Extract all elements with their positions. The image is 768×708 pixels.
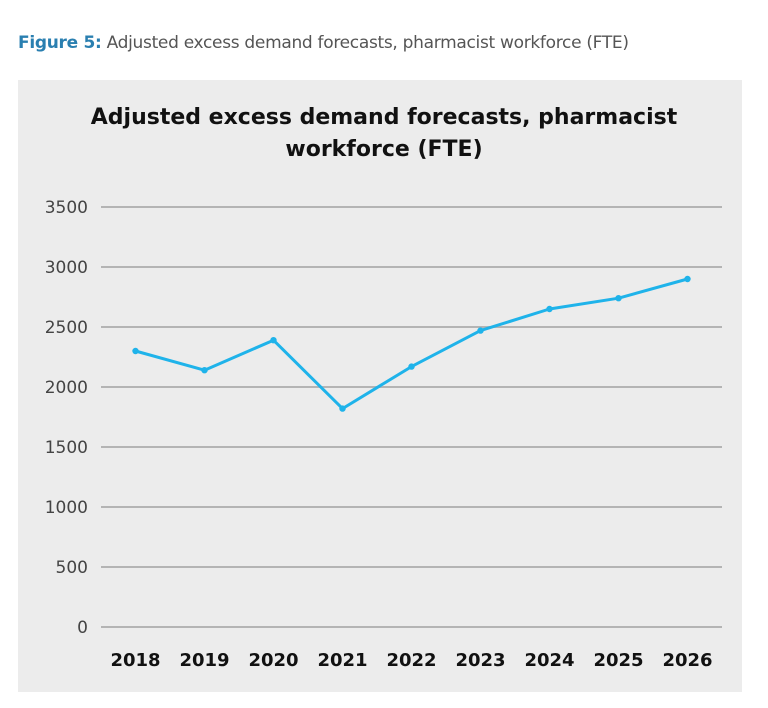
y-tick-label: 3000 (45, 258, 88, 278)
x-tick-label: 2025 (593, 650, 643, 671)
y-tick-label: 0 (77, 618, 88, 638)
x-tick-label: 2024 (524, 650, 574, 671)
y-tick-label: 3500 (45, 198, 88, 218)
chart-title: Adjusted excess demand forecasts, pharma… (0, 102, 768, 166)
x-tick-label: 2026 (662, 650, 712, 671)
data-point (477, 327, 484, 334)
y-tick-label: 1500 (45, 438, 88, 458)
x-tick-label: 2018 (110, 650, 160, 671)
x-tick-label: 2021 (317, 650, 367, 671)
y-tick-label: 2000 (45, 378, 88, 398)
data-point (339, 405, 346, 412)
chart-title-line-2: workforce (FTE) (285, 137, 483, 162)
y-tick-label: 500 (56, 558, 88, 578)
data-point (201, 367, 208, 374)
chart-title-line-1: Adjusted excess demand forecasts, pharma… (90, 105, 678, 130)
y-tick-label: 2500 (45, 318, 88, 338)
x-tick-label: 2023 (455, 650, 505, 671)
data-point (546, 305, 553, 313)
figure-label: Figure 5: (18, 33, 102, 53)
data-point (132, 347, 139, 355)
x-tick-label: 2019 (179, 650, 229, 671)
x-tick-label: 2020 (248, 650, 298, 671)
data-point (270, 337, 277, 344)
data-point (408, 363, 415, 370)
figure-caption: Figure 5: Adjusted excess demand forecas… (18, 33, 629, 53)
series-line (135, 277, 688, 411)
data-point (684, 275, 691, 283)
figure-caption-text: Adjusted excess demand forecasts, pharma… (106, 33, 629, 53)
y-tick-label: 1000 (45, 498, 88, 518)
x-tick-label: 2022 (386, 650, 436, 671)
data-point (615, 295, 622, 302)
